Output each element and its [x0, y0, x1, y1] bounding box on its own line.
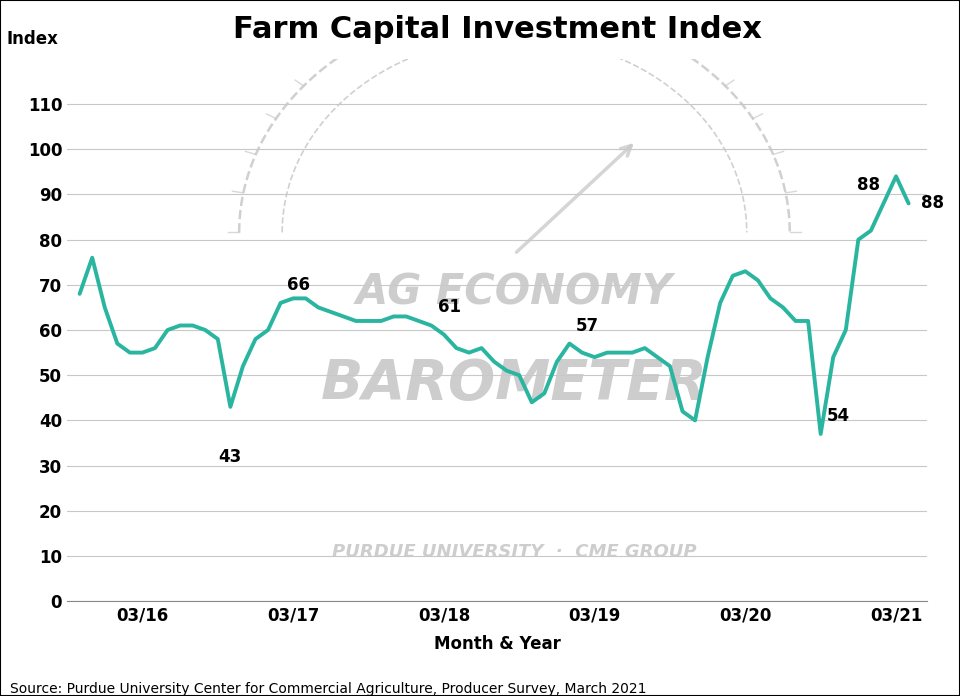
Text: 88: 88 [856, 176, 879, 194]
Text: Index: Index [7, 30, 59, 48]
Text: 88: 88 [922, 194, 944, 212]
Text: AG ECONOMY: AG ECONOMY [356, 271, 673, 313]
Title: Farm Capital Investment Index: Farm Capital Investment Index [233, 15, 761, 44]
Text: BAROMETER: BAROMETER [321, 357, 708, 411]
Text: 61: 61 [438, 299, 461, 317]
Text: Source: Purdue University Center for Commercial Agriculture, Producer Survey, Ma: Source: Purdue University Center for Com… [10, 681, 646, 695]
X-axis label: Month & Year: Month & Year [434, 635, 561, 653]
Text: 54: 54 [827, 407, 850, 425]
Text: 57: 57 [576, 317, 599, 335]
Text: 66: 66 [287, 276, 310, 294]
Text: PURDUE UNIVERSITY  ·  CME GROUP: PURDUE UNIVERSITY · CME GROUP [332, 544, 697, 562]
Text: 43: 43 [219, 448, 242, 466]
